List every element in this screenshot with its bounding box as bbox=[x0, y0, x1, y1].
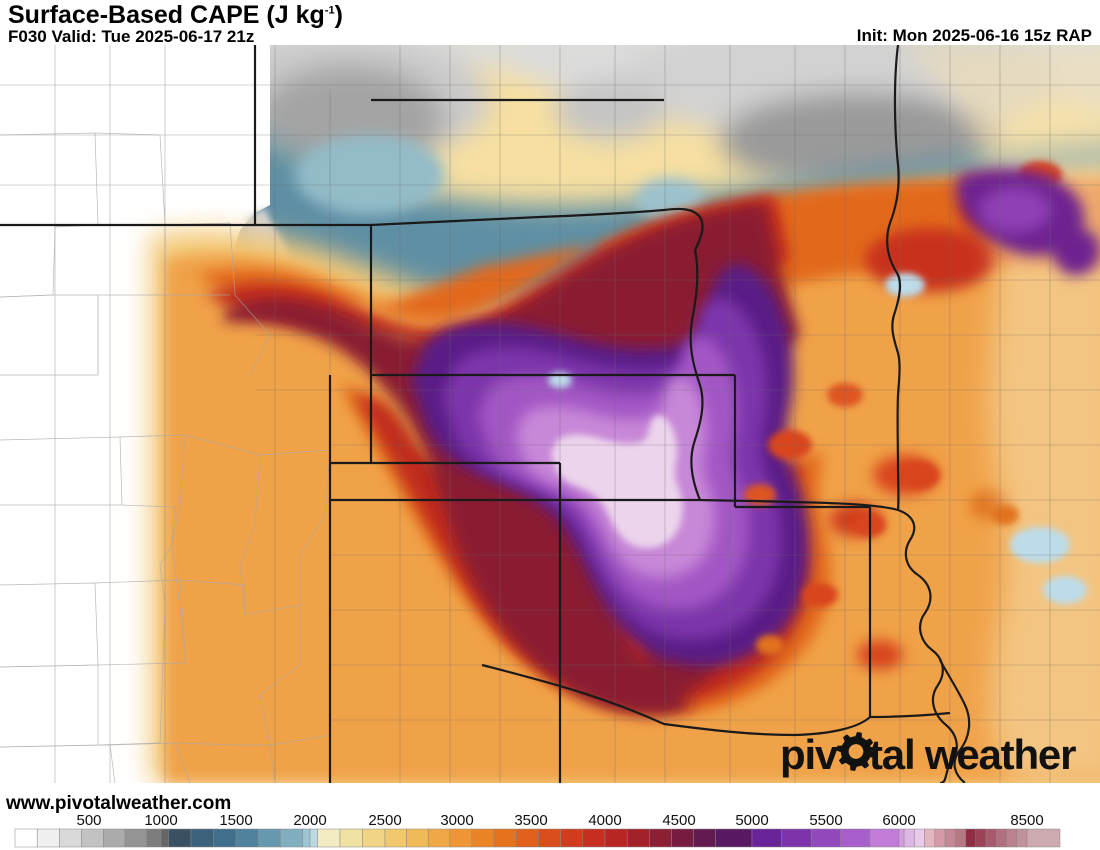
svg-text:500: 500 bbox=[76, 815, 101, 829]
svg-text:1500: 1500 bbox=[219, 815, 252, 829]
svg-text:5000: 5000 bbox=[735, 815, 768, 829]
svg-text:3000: 3000 bbox=[440, 815, 473, 829]
svg-text:5500: 5500 bbox=[809, 815, 842, 829]
svg-text:4000: 4000 bbox=[588, 815, 621, 829]
svg-text:2500: 2500 bbox=[368, 815, 401, 829]
svg-text:2000: 2000 bbox=[293, 815, 326, 829]
svg-text:8500: 8500 bbox=[1010, 815, 1043, 829]
svg-text:4500: 4500 bbox=[662, 815, 695, 829]
svg-text:1000: 1000 bbox=[144, 815, 177, 829]
svg-text:piv: piv bbox=[780, 731, 839, 778]
svg-text:6000: 6000 bbox=[882, 815, 915, 829]
svg-text:3500: 3500 bbox=[514, 815, 547, 829]
svg-text:tal weather: tal weather bbox=[869, 731, 1076, 778]
